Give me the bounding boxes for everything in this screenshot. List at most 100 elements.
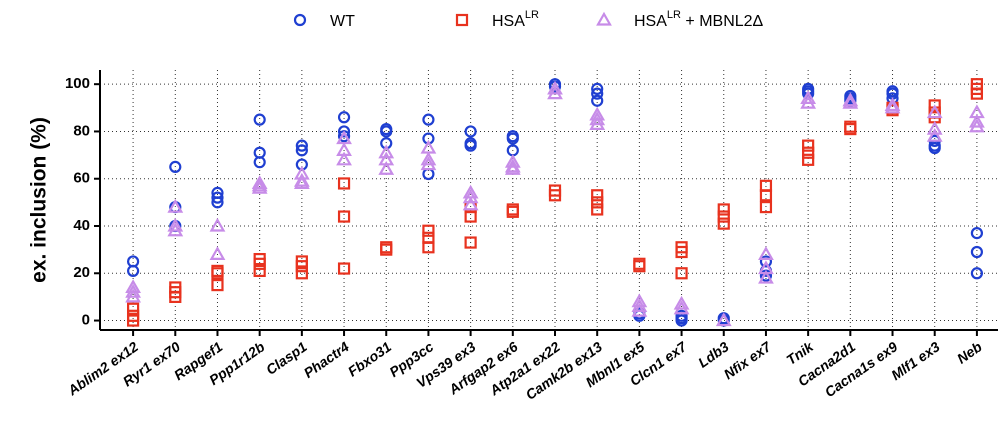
data-point (293, 13, 307, 27)
data-point (209, 246, 226, 260)
data-point (169, 160, 182, 174)
data-point (715, 312, 732, 327)
data-point (251, 175, 268, 190)
data-point (547, 85, 563, 100)
data-point (506, 205, 519, 218)
data-point (211, 278, 224, 292)
data-point (926, 127, 943, 142)
data-point (802, 153, 815, 166)
legend-label: WT (330, 13, 355, 30)
data-point (211, 267, 224, 280)
data-point (800, 90, 817, 104)
data-point (378, 161, 395, 175)
data-point (378, 144, 395, 159)
data-point (596, 11, 612, 26)
data-point (504, 153, 521, 168)
data-point (253, 264, 266, 278)
data-point (633, 260, 646, 273)
data-point (253, 257, 266, 270)
data-point (295, 144, 308, 157)
data-point (125, 288, 141, 303)
data-point (970, 267, 984, 280)
data-point (462, 189, 479, 204)
data-point (842, 92, 859, 107)
data-point (295, 139, 308, 152)
data-point (295, 267, 308, 280)
data-point (380, 125, 393, 138)
data-point (126, 264, 140, 278)
data-point (926, 104, 943, 119)
data-point (800, 94, 817, 109)
legend-name: HSA (634, 13, 667, 30)
data-point (209, 217, 226, 232)
data-point (717, 217, 730, 230)
data-point (464, 125, 477, 138)
data-point (337, 262, 351, 275)
data-point (591, 94, 604, 107)
data-point (926, 120, 943, 135)
data-point (504, 161, 521, 175)
data-point (251, 177, 268, 192)
data-point (253, 113, 266, 126)
data-point (759, 189, 773, 202)
data-point (167, 222, 184, 237)
data-point (251, 179, 268, 194)
legend-name: HSA (492, 13, 525, 30)
y-tick-label: 80 (73, 122, 90, 139)
data-point (462, 196, 479, 211)
legend-suffix: + MBNL2Δ (681, 13, 764, 30)
data-point (211, 191, 224, 204)
legend-name: WT (330, 13, 355, 30)
data-point (337, 210, 351, 223)
data-point (673, 300, 690, 315)
data-point (970, 226, 984, 240)
data-point (631, 298, 648, 312)
data-point (758, 269, 774, 284)
data-point (591, 82, 604, 96)
data-point (758, 246, 774, 260)
data-point (337, 125, 351, 138)
data-point (336, 151, 352, 166)
data-point (422, 241, 435, 254)
data-point (884, 97, 901, 112)
data-point (422, 224, 435, 237)
data-point (253, 156, 266, 169)
data-point (673, 295, 690, 310)
data-point (970, 245, 984, 259)
data-point (969, 113, 985, 128)
data-point (675, 267, 688, 280)
data-point (717, 210, 730, 223)
data-point (759, 200, 773, 214)
data-point (589, 111, 606, 126)
data-point (591, 196, 604, 209)
data-point (337, 177, 351, 190)
x-tick-label: Phactr4 (301, 338, 352, 381)
data-point (422, 113, 435, 126)
data-point (717, 203, 730, 216)
data-point (293, 172, 310, 187)
data-point (802, 139, 815, 152)
data-point (211, 196, 224, 209)
legend-label: HSALR (492, 9, 539, 30)
data-point (337, 111, 351, 124)
y-tick-label: 40 (73, 217, 90, 234)
data-point (842, 94, 859, 109)
data-point (591, 189, 604, 202)
data-point (167, 198, 184, 213)
y-tick-label: 0 (82, 312, 90, 329)
legend-label: HSALR + MBNL2Δ (634, 9, 764, 30)
data-point (126, 302, 140, 315)
data-point (844, 122, 857, 136)
x-tick-label: Neb (954, 338, 985, 367)
data-point (969, 118, 985, 133)
data-point (420, 156, 437, 171)
y-tick-label: 20 (73, 264, 90, 281)
y-tick-label: 100 (65, 75, 90, 92)
data-point (675, 245, 688, 259)
data-point (675, 314, 688, 327)
data-point (504, 158, 521, 173)
data-point (548, 189, 562, 202)
data-point (970, 87, 984, 100)
data-point (591, 203, 604, 216)
